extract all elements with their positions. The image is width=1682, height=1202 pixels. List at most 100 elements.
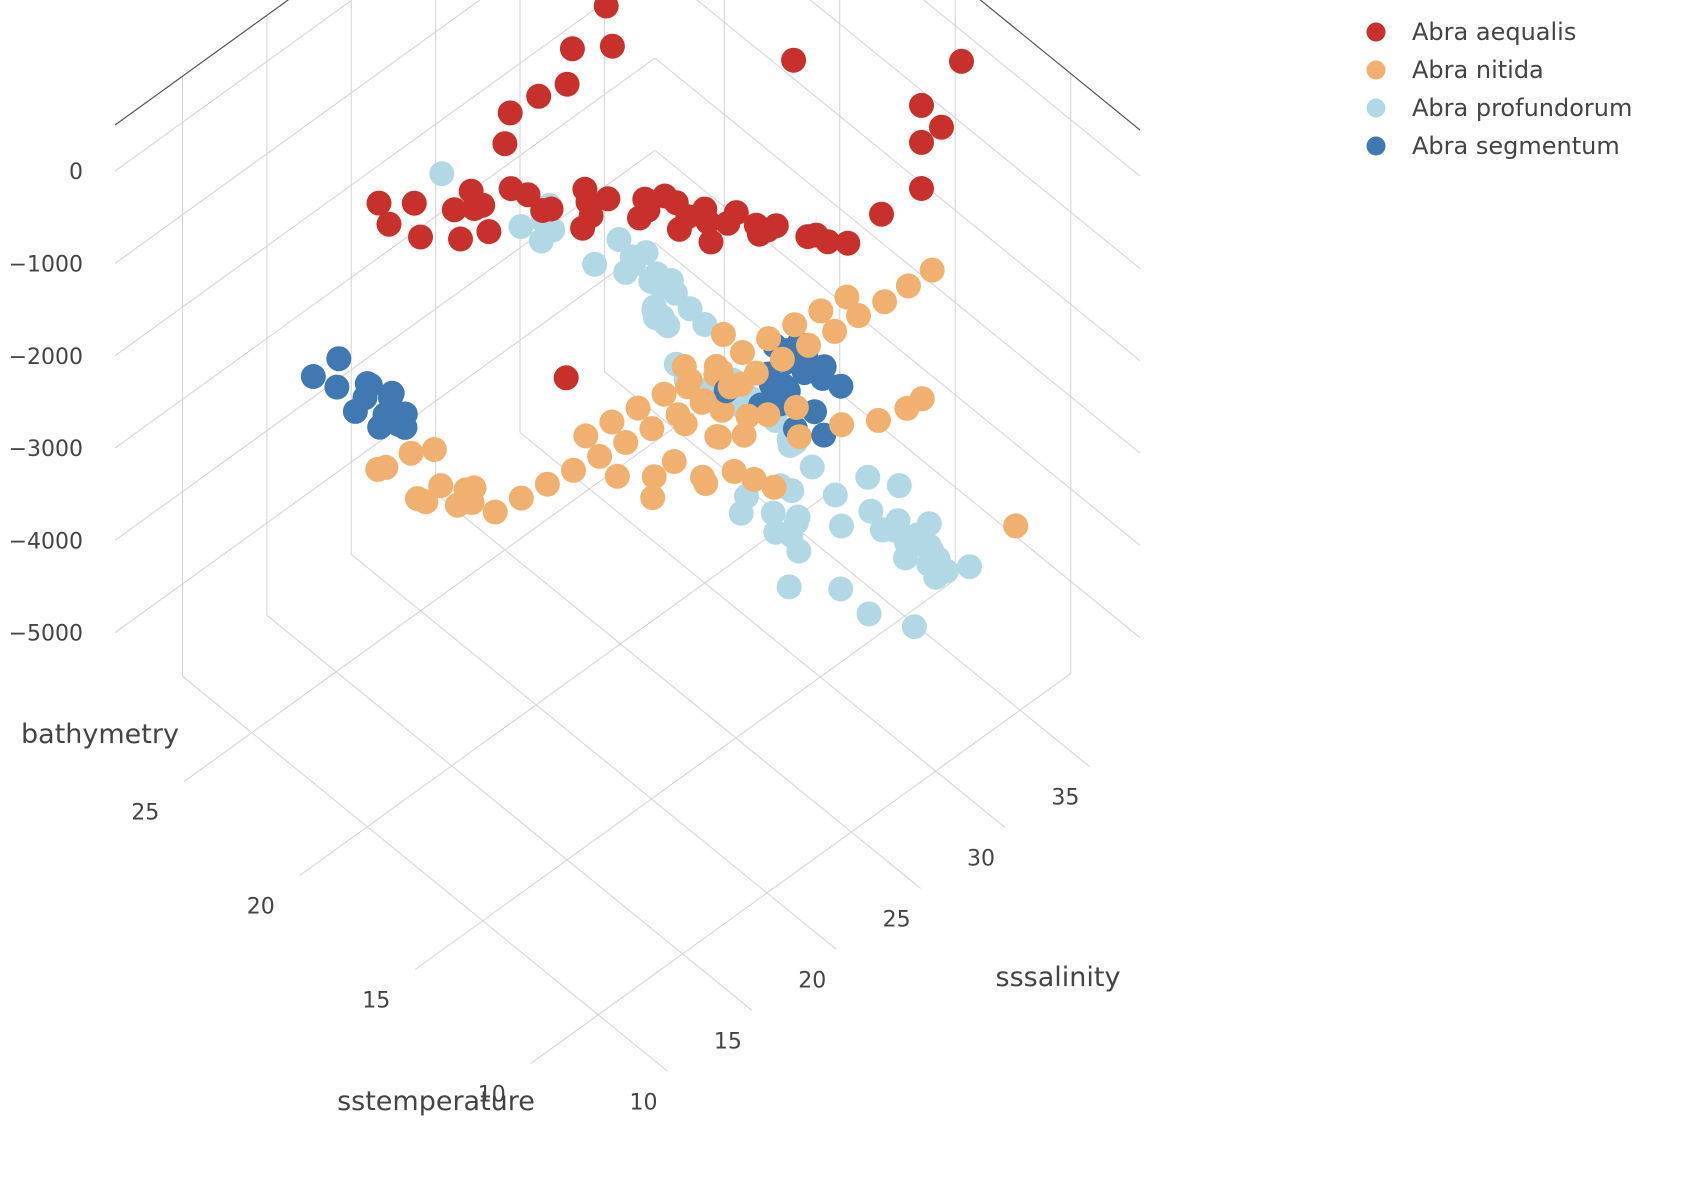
data-point [933,558,959,584]
data-point [379,380,405,406]
data-point [846,303,871,329]
data-point [662,280,688,306]
data-point [357,372,383,398]
data-point [834,284,860,310]
legend-item[interactable]: Abra profundorum [1366,94,1633,122]
data-point [829,412,855,438]
legend-item[interactable]: Abra nitida [1366,56,1544,84]
data-point [643,305,668,331]
gridline [414,579,956,970]
data-point [604,463,630,489]
data-point [822,482,848,508]
z-tick-label: −3000 [9,437,83,462]
legend-marker [1366,60,1386,80]
legend-label: Abra profundorum [1412,94,1632,122]
data-point [811,354,837,380]
data-point [573,423,599,449]
data-point [698,229,724,255]
data-point [482,499,508,525]
data-point [957,554,982,580]
data-point [661,449,687,474]
legend-item[interactable]: Abra segmentum [1366,132,1620,160]
gridline [114,0,609,357]
y-tick-label: 35 [1051,786,1079,811]
data-point [760,500,786,526]
data-point [641,464,667,490]
data-point [835,230,861,256]
gridline [114,0,481,264]
data-point [691,388,717,414]
data-point [710,321,736,347]
legend-marker [1366,136,1386,156]
data-point [828,576,854,602]
data-point [1003,513,1029,539]
data-point [326,346,352,372]
data-point [703,353,729,379]
y-tick-label: 15 [714,1029,742,1054]
data-point [476,219,502,245]
legend-marker [1366,22,1386,42]
data-point [856,601,882,627]
data-point [561,457,586,483]
gridline [299,485,841,876]
x-tick-label: 25 [131,800,159,825]
chart-tick-labels: 10 15 20 25 10 15 20 25 30 35 0 −1000 −2000 −3000 −400… [9,160,1080,1115]
data-point [763,213,789,239]
data-point [781,47,807,73]
data-point [756,326,782,352]
gridline [696,0,1141,362]
gridline [266,614,753,1011]
data-point [721,458,747,484]
data-point [909,386,935,412]
data-point [872,289,898,315]
data-point [855,464,881,490]
gridline [530,673,1072,1064]
y-tick-label: 10 [630,1090,658,1115]
legend-label: Abra aequalis [1412,18,1576,46]
chart-legend[interactable]: Abra aequalis Abra nitida Abra profundorum… [1366,18,1633,160]
data-point [909,92,934,118]
data-point [578,203,604,229]
data-point [909,129,934,155]
data-point [776,574,802,600]
z-tick-label: −4000 [9,529,83,554]
data-point [786,424,812,450]
data-point [822,318,848,344]
data-point [640,485,666,511]
gridline [114,149,656,541]
data-point [677,367,703,393]
z-tick-label: −2000 [9,345,83,370]
data-point [651,381,677,407]
x-tick-label: 15 [362,989,390,1014]
data-point [770,372,796,398]
data-point [769,346,795,372]
box-edge [114,0,290,126]
y-tick-label: 30 [967,847,995,872]
data-point [401,190,427,216]
data-point [815,229,841,255]
data-point [625,395,651,421]
data-point [428,473,454,499]
legend-item[interactable]: Abra aequalis [1366,18,1577,46]
x-axis-title: sstemperature [337,1086,535,1117]
data-point [799,454,825,480]
data-point [858,498,884,524]
data-point [677,296,703,322]
gridline [604,371,1090,767]
data-point [786,538,812,564]
data-point [796,332,821,358]
data-point [526,83,552,109]
data-point [808,298,834,324]
z-tick-label: −5000 [9,622,83,647]
gridline [809,0,1141,269]
data-point [593,0,619,19]
data-point [459,489,485,515]
data-point [599,409,625,435]
data-point [595,186,621,212]
data-point [492,131,518,157]
data-point [540,217,566,243]
data-point [869,201,894,227]
data-point [448,226,473,252]
gridline [350,553,837,950]
data-point [743,360,769,386]
